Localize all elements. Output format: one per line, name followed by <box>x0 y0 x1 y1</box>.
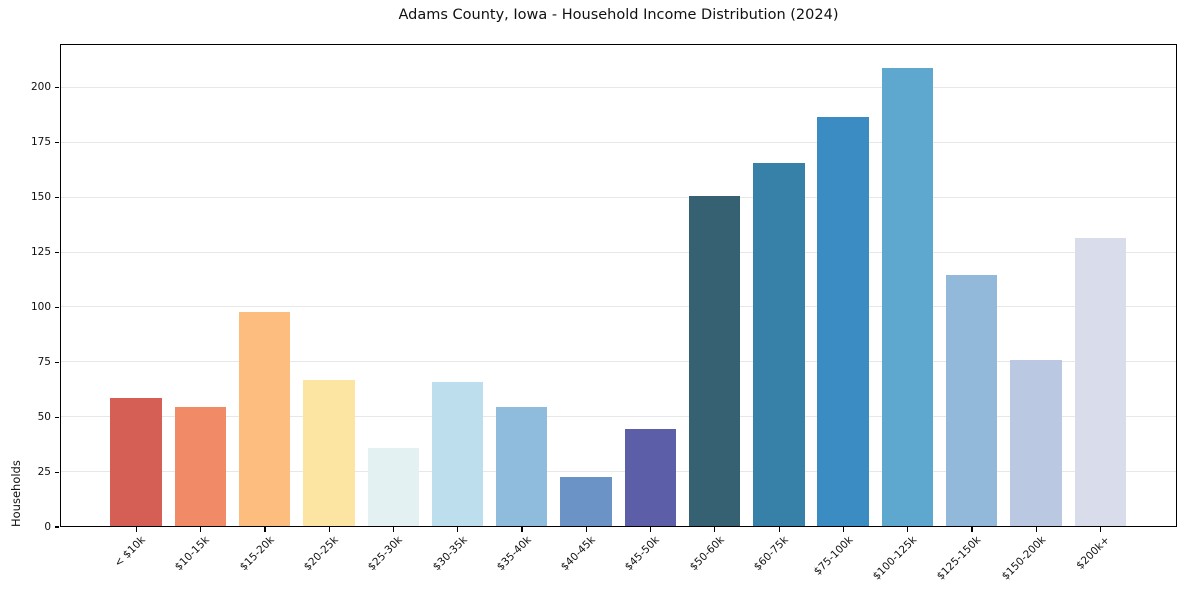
bar <box>303 380 355 526</box>
x-tick-label: $45-50k <box>623 534 663 574</box>
bar <box>945 274 998 526</box>
bar <box>174 406 227 526</box>
bar <box>367 448 419 526</box>
x-tick-mark <box>264 527 266 532</box>
chart-title: Adams County, Iowa - Household Income Di… <box>398 7 839 23</box>
y-tick-mark <box>55 87 59 89</box>
x-tick-label: $75-100k <box>811 534 855 578</box>
x-tick-label: $40-45k <box>558 534 598 574</box>
gridline <box>61 361 1176 363</box>
plot-area <box>60 44 1177 527</box>
bar <box>1074 237 1126 526</box>
x-tick-mark <box>328 527 330 532</box>
y-tick-mark <box>55 471 59 473</box>
bar <box>239 312 291 526</box>
bar <box>688 195 741 526</box>
x-tick-label: < $10k <box>112 534 148 570</box>
y-tick-mark <box>55 197 59 199</box>
y-tick-mark <box>55 251 59 254</box>
x-tick-label: $150-200k <box>999 534 1048 583</box>
y-tick-label: 75 <box>37 355 51 368</box>
y-tick-label: 100 <box>30 300 51 313</box>
x-tick-label: $35-40k <box>494 534 534 574</box>
x-tick-mark <box>135 527 138 532</box>
bar <box>110 397 162 526</box>
x-tick-label: $20-25k <box>301 534 341 574</box>
y-tick-label: 25 <box>37 465 51 478</box>
bar <box>881 68 934 526</box>
y-tick-mark <box>55 142 59 144</box>
y-tick-label: 0 <box>44 520 51 533</box>
bar <box>753 162 805 526</box>
gridline <box>61 306 1176 308</box>
bar <box>431 382 484 526</box>
bar <box>1010 360 1062 526</box>
gridline <box>61 86 1176 88</box>
gridline <box>61 471 1176 473</box>
x-tick-mark <box>1099 527 1102 532</box>
x-tick-label: $15-20k <box>237 534 277 574</box>
bar <box>560 476 612 526</box>
y-tick-label: 125 <box>30 246 51 259</box>
x-tick-label: $25-30k <box>365 534 406 574</box>
y-axis-label: Households <box>9 460 23 527</box>
x-tick-label: $125-150k <box>934 534 984 583</box>
gridline <box>61 251 1176 253</box>
y-tick-label: 200 <box>30 81 51 94</box>
gridline <box>61 141 1176 143</box>
y-tick-mark <box>55 361 59 363</box>
y-tick-mark <box>55 306 59 309</box>
x-tick-label: $50-60k <box>687 534 727 574</box>
x-tick-label: $30-35k <box>430 534 470 574</box>
x-tick-label: $60-75k <box>751 534 791 574</box>
x-tick-mark <box>521 527 523 532</box>
x-tick-mark <box>842 527 845 532</box>
x-tick-mark <box>457 527 459 532</box>
x-tick-mark <box>392 527 395 532</box>
x-tick-mark <box>650 527 652 532</box>
x-tick-label: $200k+ <box>1074 534 1113 572</box>
x-tick-mark <box>714 527 716 532</box>
bar <box>496 406 548 526</box>
gridline <box>61 416 1176 418</box>
y-tick-label: 175 <box>30 136 51 149</box>
y-tick-label: 150 <box>30 191 51 204</box>
x-tick-label: $100-125k <box>870 534 920 583</box>
y-tick-mark <box>55 416 59 418</box>
x-tick-mark <box>200 527 202 532</box>
gridline <box>61 196 1176 198</box>
x-tick-mark <box>907 527 909 532</box>
y-tick-mark <box>55 526 59 528</box>
bar <box>817 116 869 526</box>
x-tick-label: $10-15k <box>173 534 213 574</box>
x-tick-mark <box>585 527 587 532</box>
bar <box>624 428 677 526</box>
x-tick-mark <box>1035 527 1037 532</box>
x-tick-mark <box>971 527 973 532</box>
y-tick-label: 50 <box>37 410 51 423</box>
x-tick-mark <box>778 527 780 532</box>
